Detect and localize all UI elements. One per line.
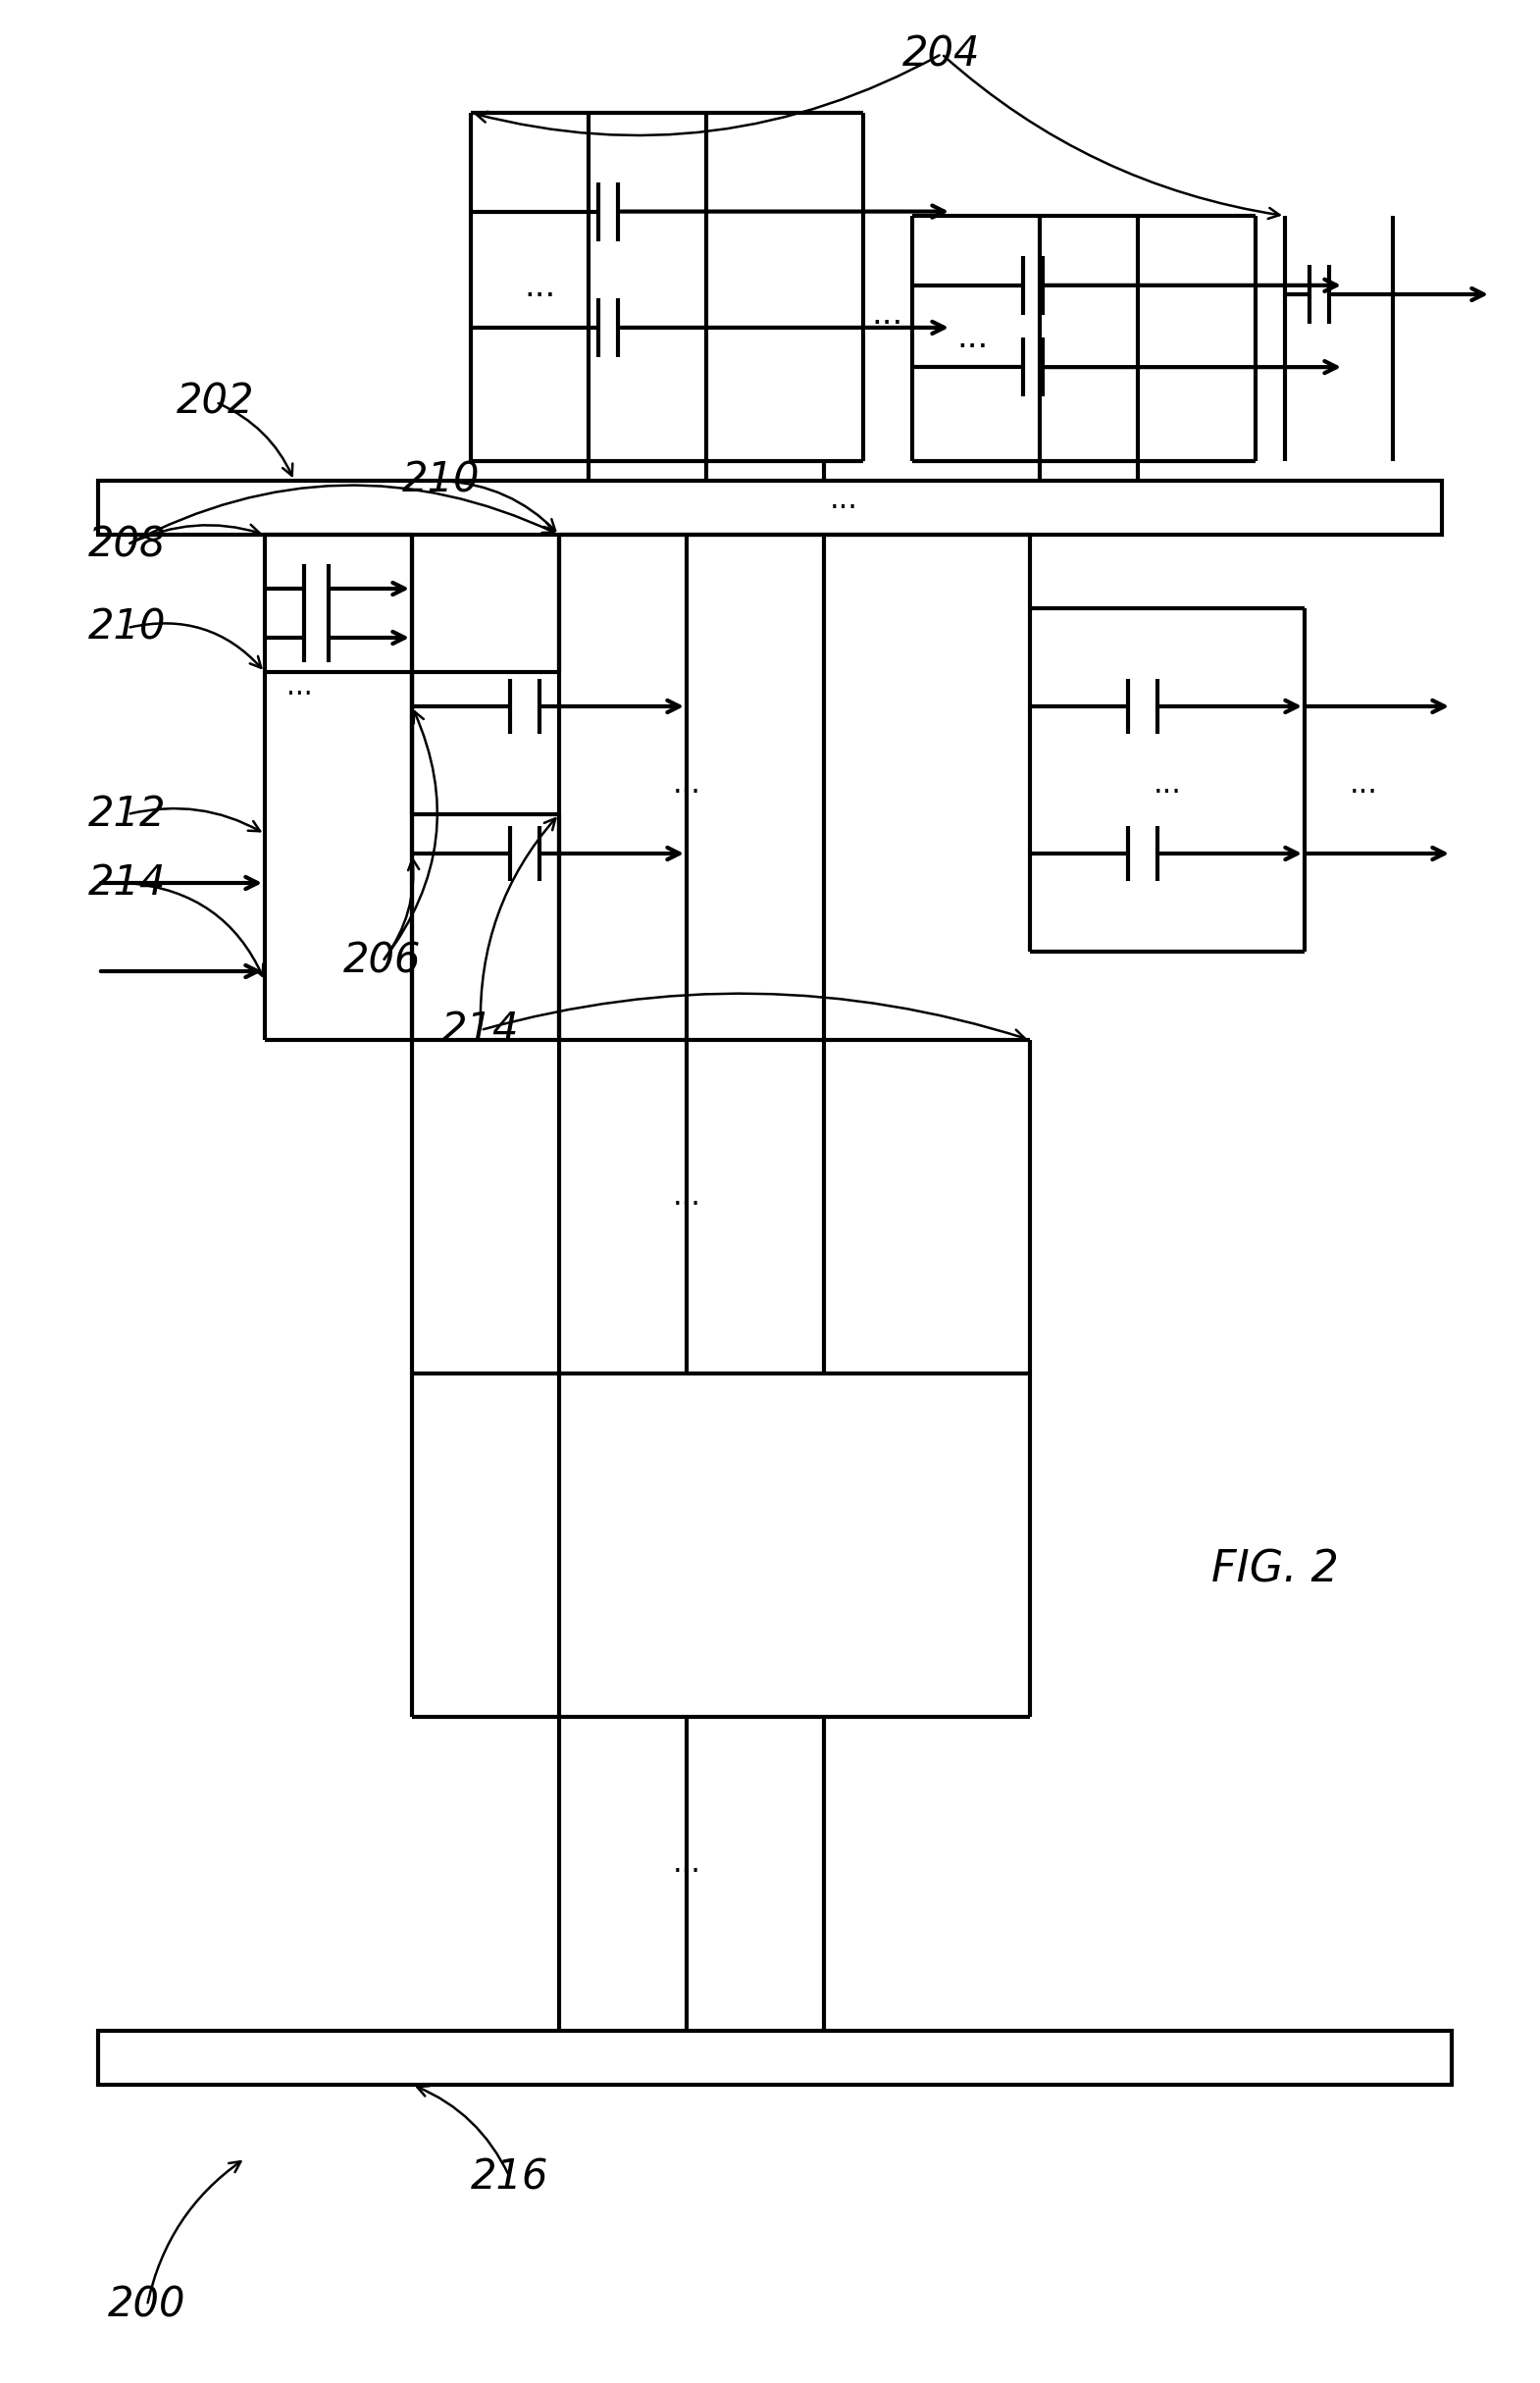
Text: ...: ... (956, 322, 989, 355)
Text: 212: 212 (88, 794, 166, 834)
Text: 206: 206 (343, 941, 422, 982)
Text: 216: 216 (471, 2157, 550, 2200)
Bar (99, 481, 1441, 534)
Text: ...: ... (286, 672, 313, 701)
Text: ...: ... (872, 298, 904, 331)
Text: 200: 200 (108, 2285, 186, 2326)
Text: 214: 214 (442, 1010, 519, 1051)
Text: 208: 208 (88, 524, 166, 565)
Text: ...: ... (1349, 770, 1378, 798)
Text: 210: 210 (402, 460, 480, 500)
Text: FIG. 2: FIG. 2 (1212, 1549, 1338, 1592)
Text: 210: 210 (88, 608, 166, 648)
Text: 204: 204 (902, 33, 981, 74)
Text: ...: ... (524, 272, 556, 303)
Bar (99, 2030, 1452, 2085)
Text: ...: ... (830, 486, 858, 515)
Text: ...: ... (673, 1182, 701, 1211)
Text: ...: ... (673, 1849, 701, 1878)
Text: ...: ... (673, 770, 701, 798)
Text: ...: ... (1153, 770, 1181, 798)
Text: 202: 202 (177, 381, 254, 422)
Text: 214: 214 (88, 863, 166, 903)
